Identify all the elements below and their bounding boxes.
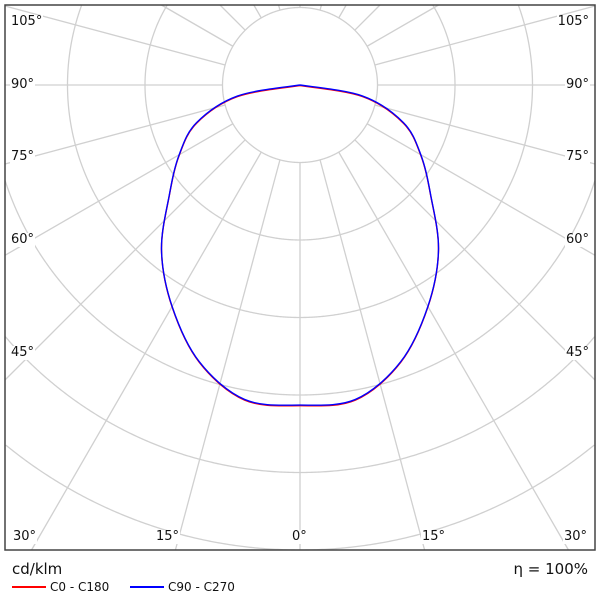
unit-label: cd/klm bbox=[12, 560, 63, 578]
plot-frame bbox=[4, 4, 596, 551]
series-curve-c90-c270 bbox=[160, 84, 440, 406]
grid-spoke bbox=[30, 151, 262, 551]
grid-ring bbox=[221, 6, 379, 164]
grid-ring bbox=[5, 444, 595, 551]
grid-spoke bbox=[319, 159, 426, 551]
legend-item-c90-c270: C90 - C270 bbox=[130, 580, 235, 594]
grid-spoke bbox=[338, 4, 347, 19]
efficiency-label: η = 100% bbox=[513, 560, 589, 578]
grid-spoke bbox=[4, 123, 234, 256]
legend-label: C0 - C180 bbox=[50, 580, 110, 594]
grid-ring bbox=[66, 5, 534, 319]
grid-spoke bbox=[4, 139, 246, 381]
angle-label-right-60: 60° bbox=[564, 232, 590, 247]
angle-label-left-75: 75° bbox=[10, 149, 36, 164]
grid-spoke bbox=[366, 123, 596, 256]
legend-item-c0-c180: C0 - C180 bbox=[12, 580, 109, 594]
legend-label: C90 - C270 bbox=[168, 580, 235, 594]
angle-label-left-45: 45° bbox=[10, 345, 36, 360]
angle-label-right-105: 105° bbox=[556, 14, 590, 29]
grid-spoke bbox=[338, 151, 570, 551]
angle-label-left-90: 90° bbox=[10, 77, 36, 92]
grid-spoke bbox=[366, 4, 439, 47]
grid-spoke bbox=[253, 4, 262, 19]
grid-spoke bbox=[161, 4, 234, 47]
grid-ring bbox=[4, 336, 596, 474]
grid-spoke bbox=[4, 104, 226, 165]
legend-swatch-red bbox=[12, 586, 46, 588]
angle-label-right-90: 90° bbox=[564, 77, 590, 92]
grid-spoke bbox=[374, 104, 596, 165]
grid-spoke bbox=[354, 139, 596, 381]
angle-label-bottom-15-left: 15° bbox=[155, 529, 181, 544]
legend-swatch-blue bbox=[130, 586, 164, 588]
grid-spoke bbox=[354, 4, 381, 31]
angle-label-right-45: 45° bbox=[564, 345, 590, 360]
angle-label-left-105: 105° bbox=[10, 14, 44, 29]
grid-spoke bbox=[277, 4, 281, 11]
angle-label-right-75: 75° bbox=[564, 149, 590, 164]
angle-label-bottom-0: 0° bbox=[291, 529, 308, 544]
grid-spoke bbox=[174, 159, 281, 551]
grid-ring bbox=[144, 4, 456, 241]
grid-spoke bbox=[219, 4, 246, 31]
grid-spoke bbox=[319, 4, 323, 11]
angle-label-bottom-15-right: 15° bbox=[421, 529, 447, 544]
angle-label-left-30: 30° bbox=[12, 529, 38, 544]
angle-label-right-30: 30° bbox=[562, 529, 588, 544]
angle-label-left-60: 60° bbox=[10, 232, 36, 247]
